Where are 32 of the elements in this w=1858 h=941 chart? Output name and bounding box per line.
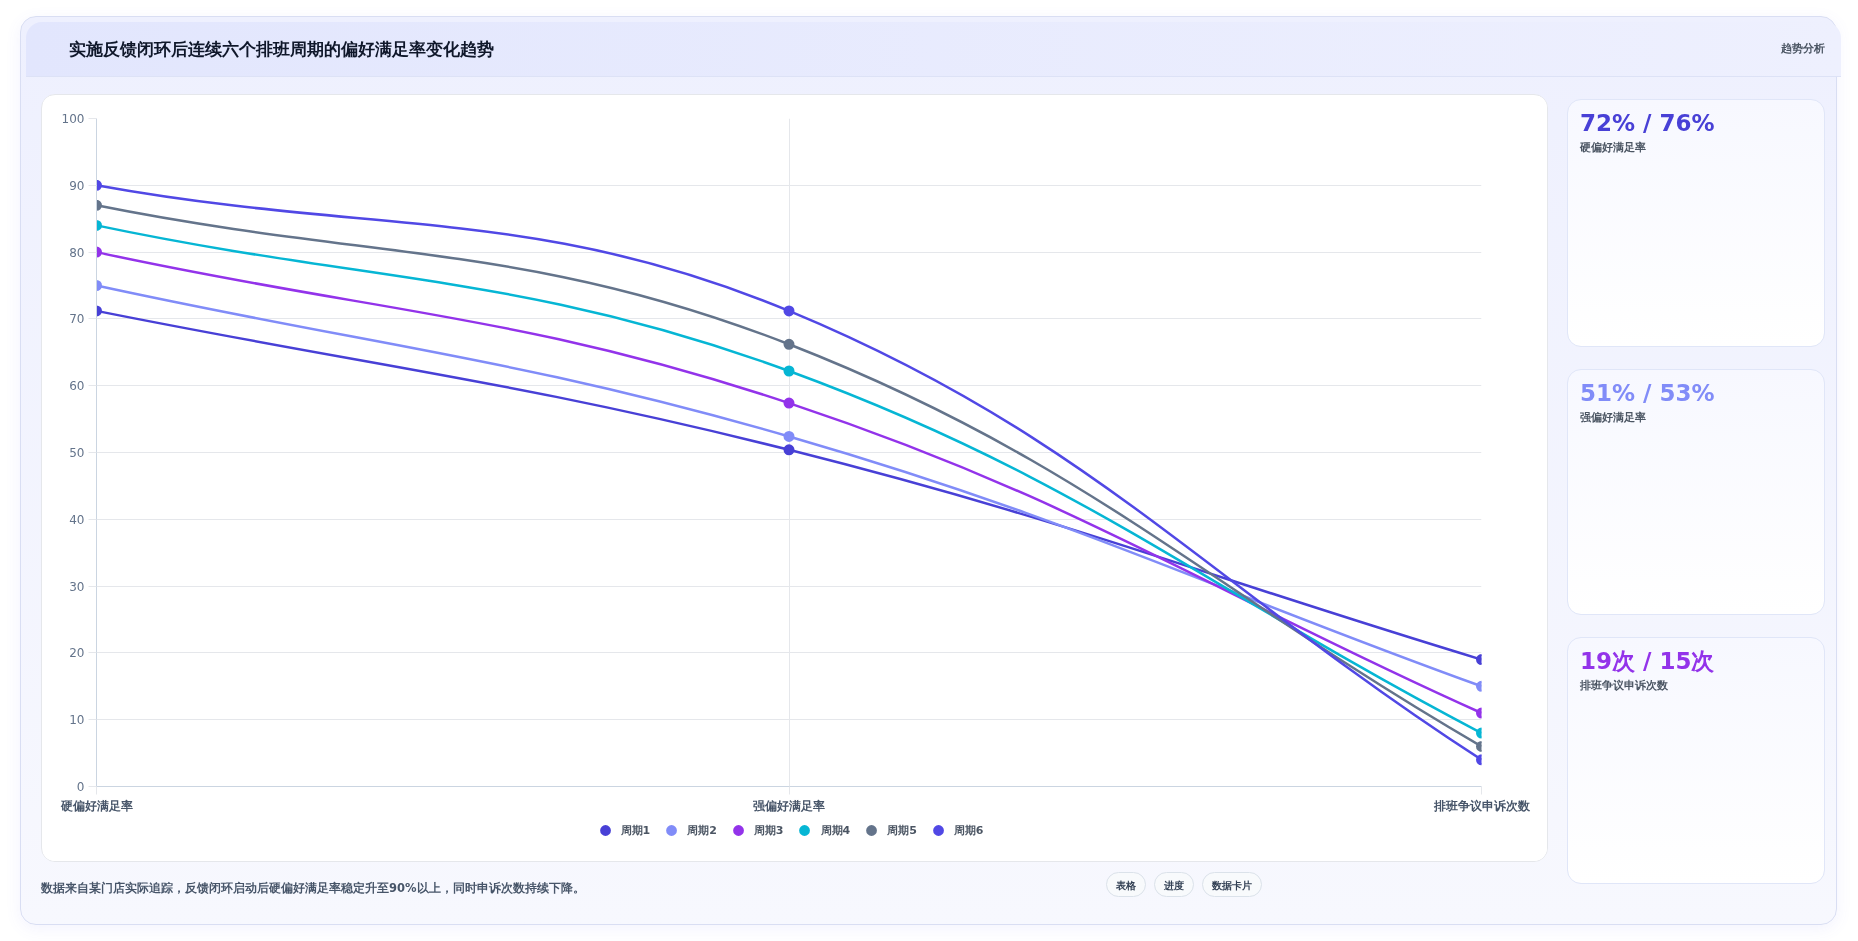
legend-label: 周期1 bbox=[620, 822, 651, 838]
text: 趋势分析 bbox=[1781, 41, 1825, 57]
legend-label: 周期3 bbox=[753, 822, 784, 838]
y-tick-label: 0 bbox=[76, 780, 85, 794]
text: 表格 bbox=[1106, 872, 1146, 897]
text: 51% / 53% bbox=[1580, 380, 1715, 406]
text: 排班争议申诉次数 bbox=[1580, 678, 1669, 694]
x-tick-label: 硬偏好满足率 bbox=[59, 798, 133, 813]
y-tick-label: 40 bbox=[69, 512, 85, 527]
x-tick-label: 排班争议申诉次数 bbox=[1432, 798, 1531, 813]
text: 数据卡片 bbox=[1202, 872, 1262, 897]
y-tick-label: 70 bbox=[69, 312, 85, 327]
y-tick-label: 30 bbox=[69, 579, 85, 594]
y-tick-label: 60 bbox=[69, 379, 85, 394]
text: 19次 / 15次 bbox=[1580, 648, 1715, 674]
y-tick-label: 20 bbox=[69, 646, 85, 661]
chart-title: 实施反馈闭环后连续六个排班周期的偏好满足率变化趋势 bbox=[69, 38, 494, 61]
y-tick-label: 10 bbox=[69, 713, 85, 728]
y-tick-label: 90 bbox=[69, 178, 85, 193]
text: 72% / 76% bbox=[1580, 110, 1715, 136]
y-tick-label: 80 bbox=[69, 245, 85, 260]
text: 强偏好满足率 bbox=[1580, 410, 1647, 426]
text: 数据来自某门店实际追踪，反馈闭环启动后硬偏好满足率稳定升至90%以上，同时申诉次数持续下降。 bbox=[41, 880, 585, 897]
legend-label: 周期4 bbox=[820, 822, 851, 838]
text: 硬偏好满足率 bbox=[1580, 140, 1647, 156]
legend-label: 周期5 bbox=[887, 822, 917, 838]
text: 进度 bbox=[1154, 872, 1194, 897]
legend-label: 周期2 bbox=[687, 822, 717, 838]
y-tick-label: 50 bbox=[69, 446, 85, 460]
legend-label: 周期6 bbox=[953, 822, 984, 838]
x-tick-label: 强偏好满足率 bbox=[753, 798, 825, 813]
y-tick-label: 100 bbox=[61, 112, 85, 126]
